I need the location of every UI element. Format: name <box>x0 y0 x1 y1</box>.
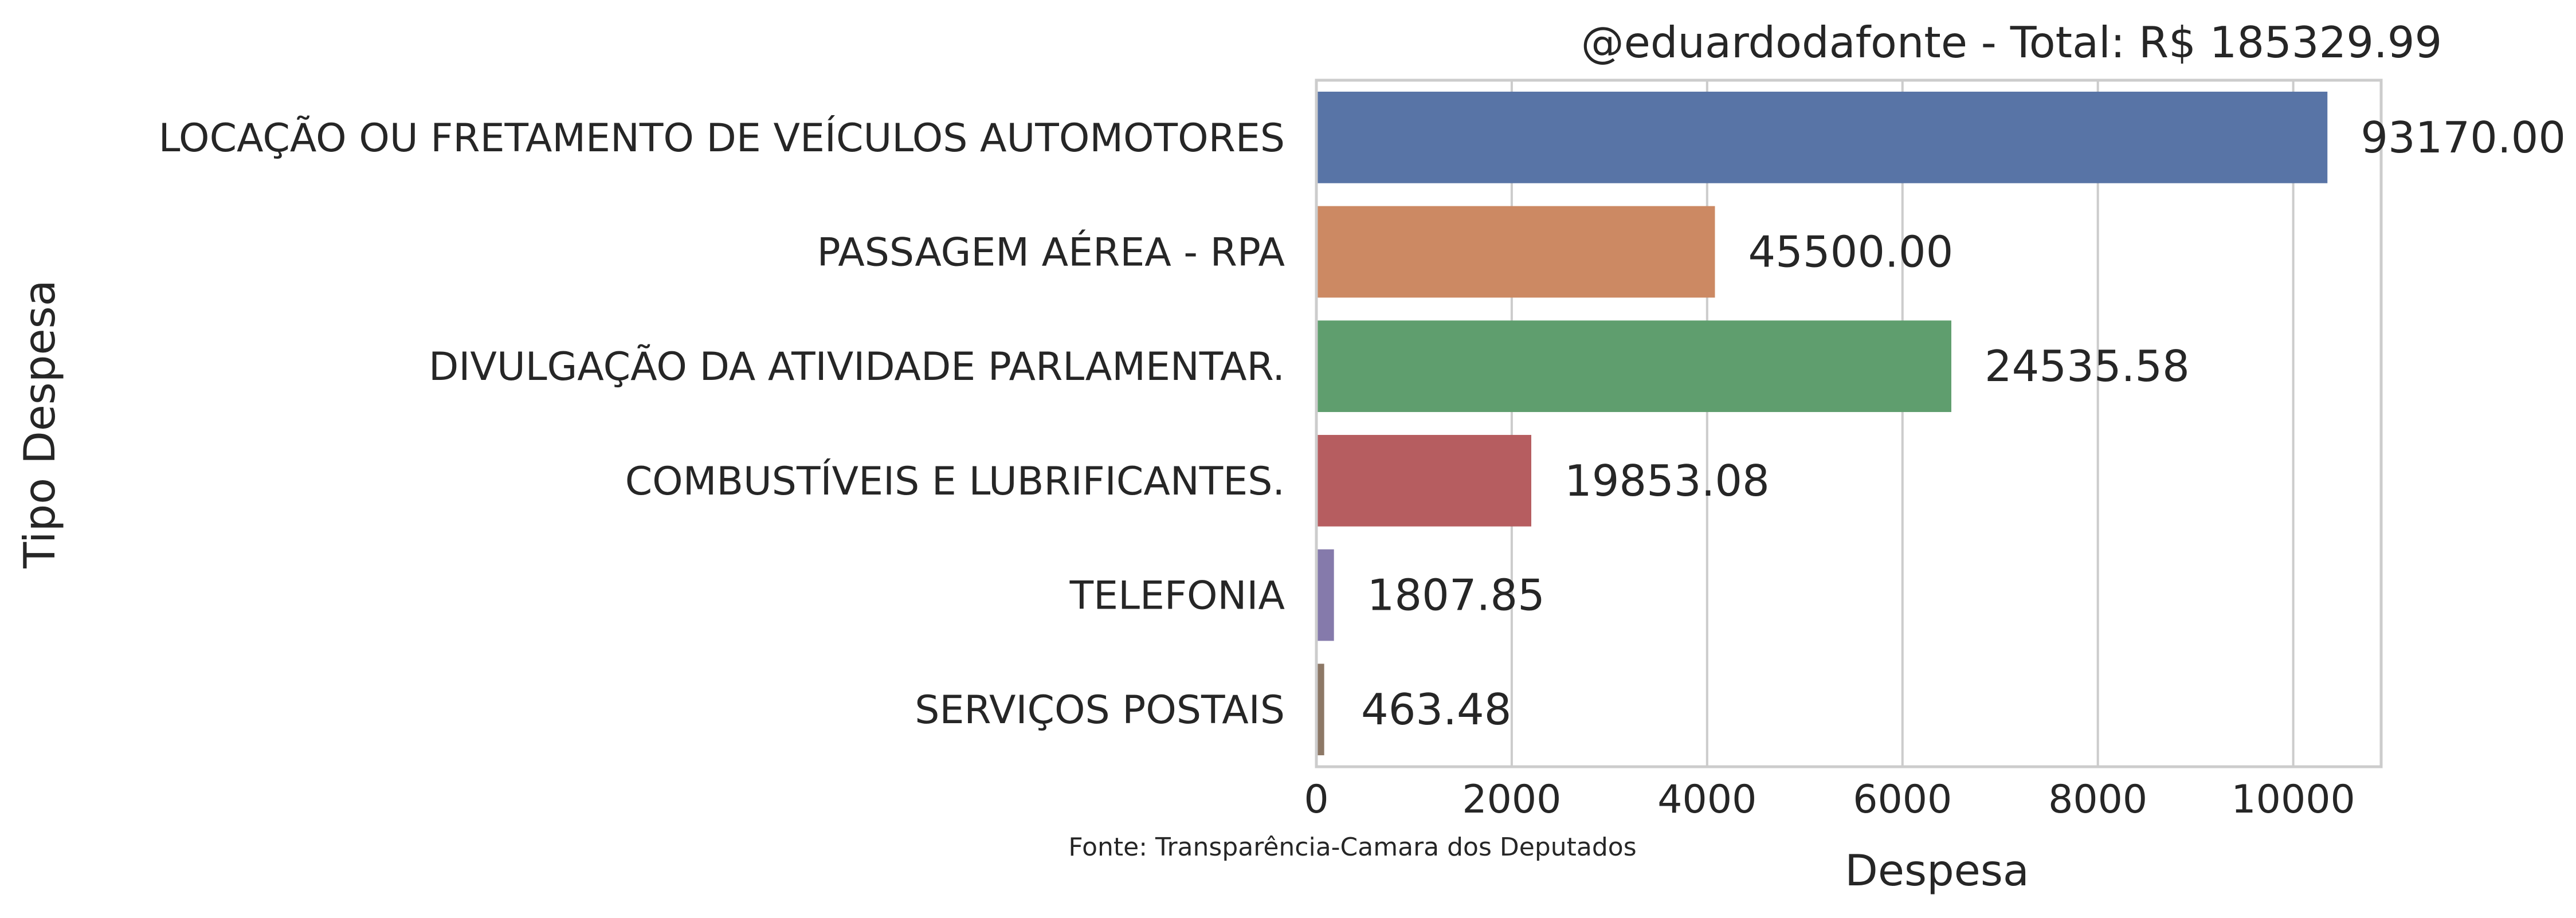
plot-frame <box>1315 79 2383 768</box>
bars <box>1316 91 2328 756</box>
bar-value-label-3: 19853.08 <box>1565 456 1770 506</box>
category-label-4: TELEFONIA <box>1069 574 1285 619</box>
bar-value-label-5: 463.48 <box>1361 684 1511 735</box>
bar-value-labels: 93170.00 45500.00 24535.58 19853.08 1807.85 4… <box>1361 112 2566 735</box>
category-label-0: LOCAÇÃO OU FRETAMENTO DE VEÍCULOS AUTOMO… <box>159 115 1285 161</box>
x-tick-labels: 0 2000 4000 6000 8000 10000 <box>1304 777 2355 822</box>
category-label-1: PASSAGEM AÉREA - RPA <box>817 230 1285 276</box>
category-label-5: SERVIÇOS POSTAIS <box>915 688 1285 733</box>
bar-value-label-0: 93170.00 <box>2361 112 2566 163</box>
x-tick-label-3: 6000 <box>1853 777 1952 822</box>
bar-value-label-1: 45500.00 <box>1748 227 1953 277</box>
category-labels: LOCAÇÃO OU FRETAMENTO DE VEÍCULOS AUTOMO… <box>159 115 1285 733</box>
bar-0 <box>1316 91 2328 183</box>
x-tick-label-1: 2000 <box>1462 777 1561 822</box>
bar-2 <box>1316 320 1951 413</box>
x-tick-label-2: 4000 <box>1657 777 1756 822</box>
bar-value-label-2: 24535.58 <box>1985 341 2190 391</box>
bar-4 <box>1316 549 1334 641</box>
x-axis-label: Despesa <box>1845 845 2029 896</box>
bar-5 <box>1316 664 1324 756</box>
source-note: Fonte: Transparência-Camara dos Deputado… <box>1068 833 1636 862</box>
category-label-2: DIVULGAÇÃO DA ATIVIDADE PARLAMENTAR. <box>429 344 1285 390</box>
chart-title: @eduardodafonte - Total: R$ 185329.99 <box>1581 17 2442 68</box>
bar-value-label-4: 1807.85 <box>1367 570 1545 621</box>
y-axis-label: Tipo Despesa <box>14 280 65 568</box>
category-label-3: COMBUSTÍVEIS E LUBRIFICANTES. <box>625 458 1285 504</box>
x-tick-label-4: 8000 <box>2048 777 2147 822</box>
bar-3 <box>1316 434 1532 527</box>
plot-border <box>1315 79 2383 768</box>
x-tick-label-0: 0 <box>1304 777 1328 822</box>
x-tick-label-5: 10000 <box>2231 777 2355 822</box>
bar-1 <box>1316 206 1715 298</box>
